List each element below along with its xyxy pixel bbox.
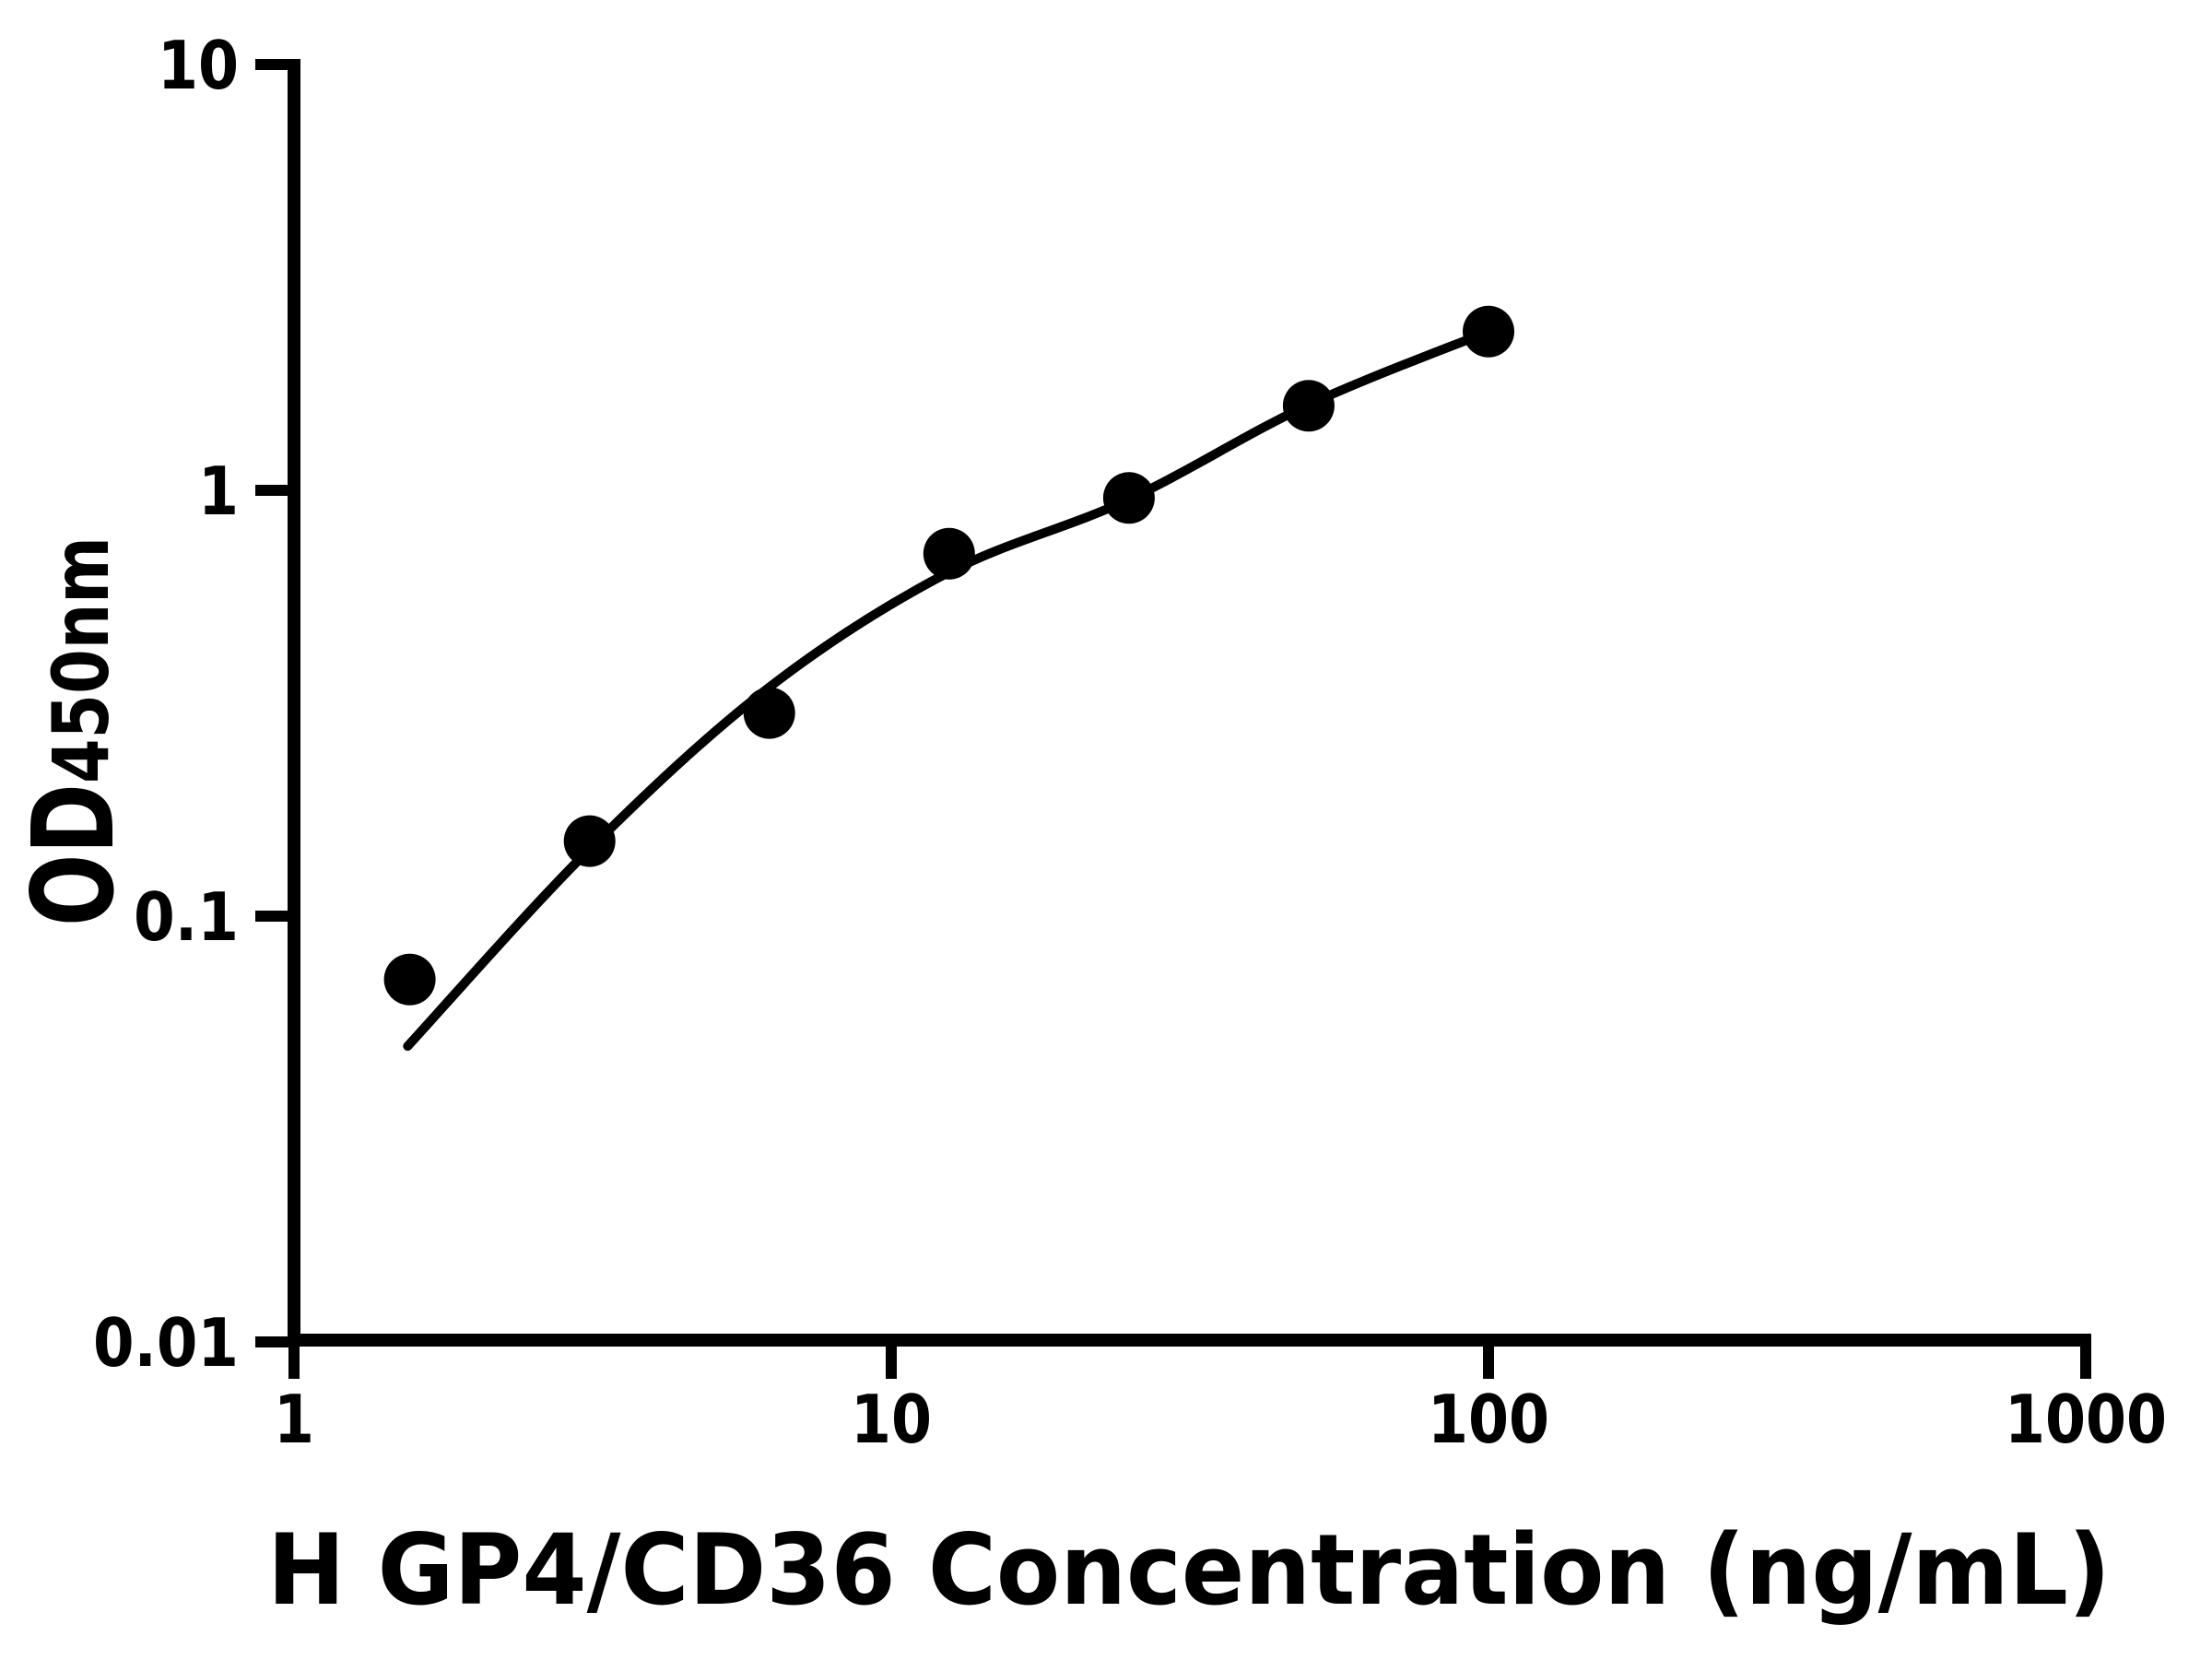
y-tick-label: 10 bbox=[158, 27, 239, 104]
data-point bbox=[743, 687, 795, 739]
y-axis-title: OD 450nm bbox=[8, 536, 139, 926]
y-axis-title-main: OD bbox=[8, 783, 139, 926]
x-axis-title: H GP4/CD36 Concentration (ng/mL) bbox=[267, 1513, 2111, 1627]
x-tick-label: 1 bbox=[274, 1381, 314, 1458]
y-axis-title-subscript: 450nm bbox=[36, 536, 126, 783]
x-tick-label: 1000 bbox=[2005, 1381, 2167, 1458]
y-tick-label: 1 bbox=[198, 453, 239, 530]
x-tick-label: 10 bbox=[851, 1381, 932, 1458]
data-point bbox=[383, 953, 436, 1006]
y-tick-label: 0.01 bbox=[93, 1304, 239, 1382]
data-point bbox=[1282, 380, 1335, 432]
data-point bbox=[1102, 472, 1155, 524]
y-tick-label: 0.1 bbox=[134, 878, 239, 956]
data-point bbox=[1463, 305, 1514, 358]
data-point bbox=[923, 527, 975, 580]
x-tick-label: 100 bbox=[1428, 1381, 1549, 1458]
plot-area: 10 1 0.1 0.01 1 10 100 1000 bbox=[93, 27, 2167, 1458]
data-point bbox=[563, 815, 616, 867]
